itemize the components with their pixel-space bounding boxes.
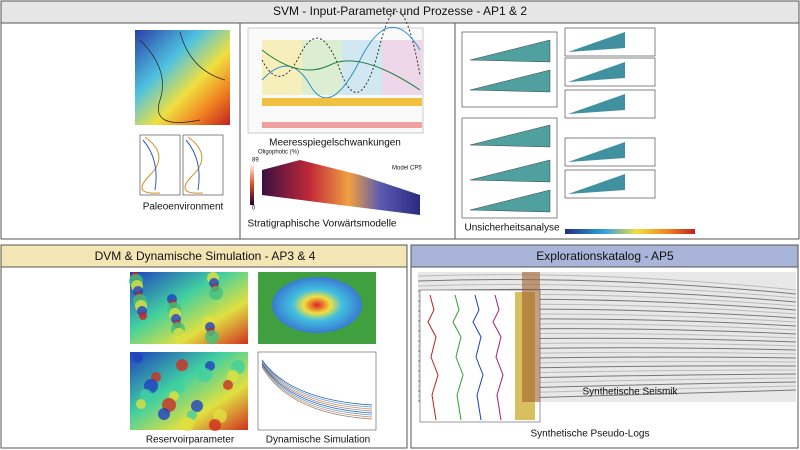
patch xyxy=(209,419,221,431)
curve xyxy=(261,365,373,418)
patch xyxy=(209,286,223,300)
log-curve xyxy=(472,294,484,421)
log-curve xyxy=(492,294,504,421)
wedge xyxy=(568,94,625,114)
patch xyxy=(198,368,212,382)
patch xyxy=(140,389,152,401)
caption: Stratigraphische Vorwärtsmodelle xyxy=(248,219,397,230)
panel-header xyxy=(0,244,408,268)
blob xyxy=(272,277,362,333)
wedge xyxy=(469,69,551,93)
log-curve xyxy=(427,294,439,421)
caption: Unsicherheitsanalyse xyxy=(464,223,559,234)
patch xyxy=(223,380,233,390)
annotation: Model CP5 xyxy=(392,166,422,172)
curve xyxy=(261,366,373,420)
curve xyxy=(261,363,373,414)
caption: Synthetische Seismik xyxy=(582,387,678,398)
panel-title: Explorationskatalog - AP5 xyxy=(536,249,674,263)
log-curve xyxy=(452,294,464,421)
plot xyxy=(139,134,181,196)
caption: Reservoirparameter xyxy=(146,435,235,446)
curve xyxy=(261,364,373,416)
wedge xyxy=(469,124,551,148)
patch xyxy=(191,400,203,412)
wedge xyxy=(568,32,625,52)
curve xyxy=(261,361,373,410)
panel-header xyxy=(0,0,800,24)
curve xyxy=(261,360,373,408)
wedge xyxy=(568,142,625,162)
wedge xyxy=(469,39,551,63)
panel-title: SVM - Input-Parameter und Prozesse - AP1… xyxy=(273,4,527,18)
plot-curve xyxy=(184,136,204,194)
patch xyxy=(180,417,194,431)
band xyxy=(262,40,302,95)
patch xyxy=(205,330,219,344)
colorbar xyxy=(565,229,695,234)
curve xyxy=(261,359,373,406)
caption: Synthetische Pseudo-Logs xyxy=(531,429,650,440)
wedge xyxy=(568,62,625,82)
band xyxy=(382,40,422,95)
plot-curve xyxy=(142,139,157,191)
curve xyxy=(261,362,373,412)
wedge xyxy=(469,159,551,183)
curve xyxy=(261,11,421,93)
caption: Meeresspiegelschwankungen xyxy=(269,138,401,149)
patch xyxy=(173,381,185,393)
patch xyxy=(136,399,146,409)
plot-curve xyxy=(185,139,200,191)
caption: Dynamische Simulation xyxy=(266,435,371,446)
panel-header xyxy=(410,244,799,268)
labels: SVM - Input-Parameter und Prozesse - AP1… xyxy=(95,4,679,445)
patch xyxy=(158,408,170,420)
patch xyxy=(139,312,147,320)
image xyxy=(257,351,377,431)
patch xyxy=(173,328,185,340)
patch xyxy=(133,353,143,363)
map xyxy=(135,30,230,125)
image xyxy=(130,272,248,344)
curve xyxy=(261,49,421,91)
map-contour xyxy=(139,31,226,123)
legend-label: 0 xyxy=(252,206,256,212)
reflector xyxy=(417,279,797,295)
strat-model xyxy=(262,160,420,215)
legend-label: 89 xyxy=(252,158,259,164)
legend-title: Oligophotic (%) xyxy=(258,150,299,156)
band xyxy=(262,122,422,128)
plot xyxy=(182,134,224,196)
patch xyxy=(227,370,239,382)
band xyxy=(302,40,342,95)
caption: Paleoenvironment xyxy=(143,202,224,213)
plot-curve xyxy=(141,136,161,194)
reflector xyxy=(417,274,797,291)
wedge xyxy=(469,189,551,213)
reflector xyxy=(417,284,797,299)
wedge xyxy=(568,174,625,194)
band xyxy=(342,40,382,95)
band xyxy=(262,98,422,106)
panel-title: DVM & Dynamische Simulation - AP3 & 4 xyxy=(95,249,316,263)
patch xyxy=(176,359,188,371)
colorbar xyxy=(250,163,254,205)
log-column xyxy=(522,272,540,402)
